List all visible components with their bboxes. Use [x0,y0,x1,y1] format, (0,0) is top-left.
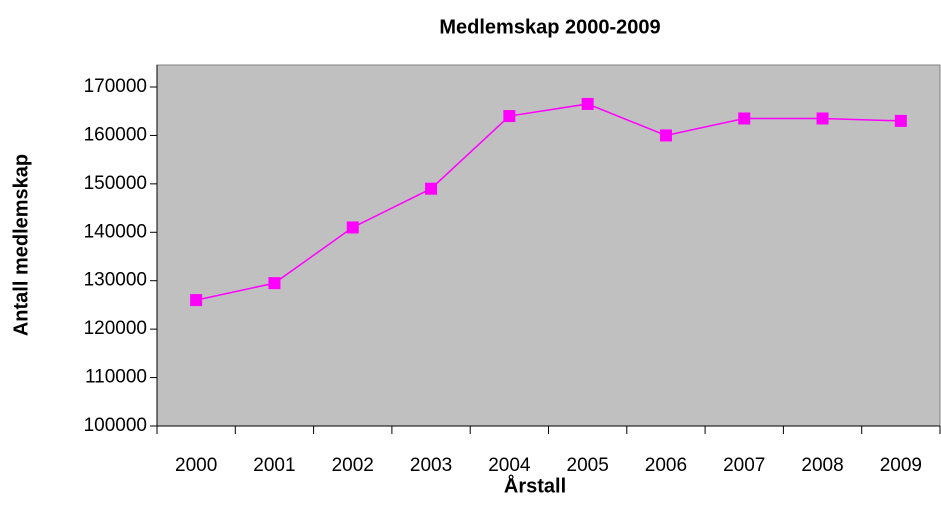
y-tick-label: 120000 [84,318,147,339]
marker [346,221,359,234]
marker [738,112,751,125]
marker [894,114,907,127]
x-tick-label: 2006 [645,455,687,476]
x-tick-label: 2004 [488,455,531,476]
x-tick-label: 2009 [880,455,922,476]
plot-area [156,64,941,427]
x-axis-label: Årstall [504,473,566,497]
x-tick-label: 2002 [332,455,374,476]
marker [425,182,438,195]
y-tick-label: 160000 [84,124,147,145]
x-tick-label: 2001 [253,455,295,476]
y-tick-label: 100000 [84,415,147,436]
marker [268,277,281,290]
x-tick-label: 2007 [723,455,765,476]
line [195,103,901,301]
y-tick-label: 110000 [85,367,147,388]
marker [190,294,203,307]
chart-title: Medlemskap 2000-2009 [439,16,660,38]
y-axis-label: Antall medlemskap [10,154,32,336]
x-tick-label: 2000 [175,455,217,476]
x-tick-label: 2003 [410,455,452,476]
marker [581,97,594,110]
marker [816,112,829,125]
y-tick-label: 140000 [84,221,147,242]
y-tick-label: 170000 [84,76,147,97]
marker [503,110,516,123]
y-tick-label: 130000 [84,270,147,291]
x-tick-label: 2008 [801,455,843,476]
y-tick-label: 150000 [84,173,147,194]
marker [659,129,672,142]
x-tick-label: 2005 [567,455,609,476]
